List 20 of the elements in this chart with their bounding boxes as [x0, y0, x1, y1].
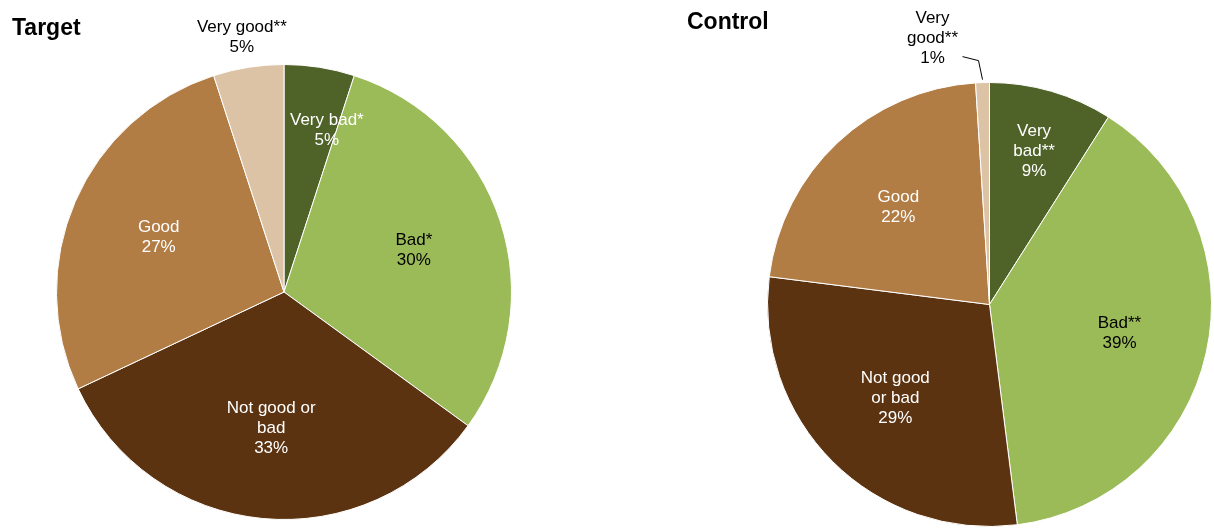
data-label: 30%	[396, 249, 431, 269]
slice-label: Very good**	[196, 17, 288, 37]
slice-label: Not good or bad	[860, 368, 930, 408]
slice-label: Very bad**	[1013, 120, 1056, 160]
slice-label: Not good or bad	[226, 397, 316, 437]
chart-title: Control	[687, 8, 769, 35]
data-label: 5%	[229, 37, 255, 57]
data-label: 22%	[881, 207, 916, 227]
data-label: 39%	[1102, 333, 1137, 353]
slice-label: Bad**	[1097, 313, 1142, 333]
data-label: 9%	[1021, 160, 1047, 180]
chart-title: Target	[12, 14, 81, 41]
slice-label: Good	[137, 217, 180, 237]
slice-label: Good	[877, 187, 920, 207]
slice-label: Bad*	[395, 229, 433, 249]
slice-label: Very good**	[907, 8, 959, 48]
data-label: 27%	[141, 237, 176, 257]
data-label: 29%	[878, 408, 913, 428]
data-label: 1%	[920, 48, 945, 68]
data-label: 33%	[254, 437, 289, 457]
